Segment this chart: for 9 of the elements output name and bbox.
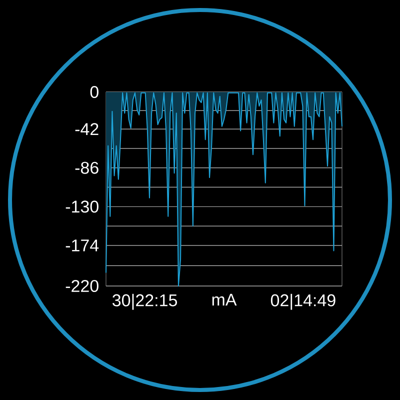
y-tick-label: -130 [66,200,98,213]
y-tick-label: -174 [66,240,99,252]
y-tick-label: -42 [75,123,98,135]
text: 30|22:15 [112,294,178,310]
x-axis-title: mA [212,294,237,306]
y-tick-label: -86 [75,162,98,174]
text: 02|14:49 [270,294,336,310]
y-tick-label: 0 [90,86,98,98]
y-tick-label: -220 [66,280,98,292]
